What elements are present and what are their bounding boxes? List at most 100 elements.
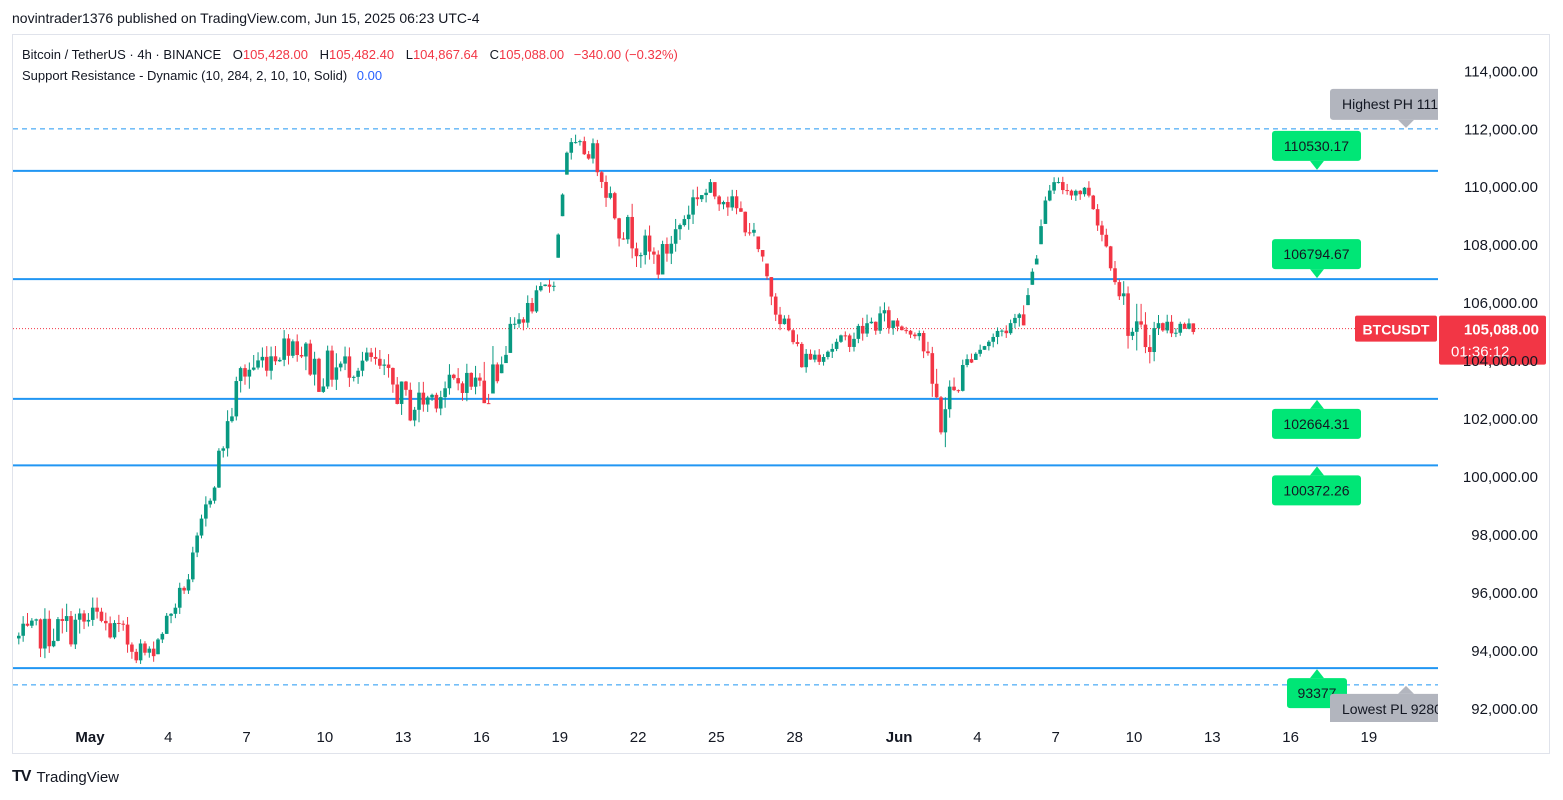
candle-body — [647, 235, 652, 252]
candle-body — [995, 330, 1000, 337]
x-tick-label: 19 — [551, 729, 568, 746]
level-label-text: 93377 — [1298, 685, 1337, 701]
candle-body — [630, 216, 634, 249]
candle-body — [673, 229, 678, 244]
candle-body — [1113, 268, 1117, 283]
candle-body — [1134, 321, 1139, 332]
extreme-label-text: Lowest PL 92800 — [1342, 701, 1450, 717]
candle-body — [134, 651, 139, 661]
candle-body — [330, 350, 334, 380]
chart-legend: Bitcoin / TetherUS · 4h · BINANCE O105,4… — [22, 44, 678, 86]
candle-body — [530, 302, 534, 312]
candle-body — [173, 607, 178, 614]
candle-body — [460, 383, 465, 393]
candle-body — [1052, 182, 1056, 191]
candle-body — [947, 386, 952, 410]
candle-body — [704, 192, 708, 196]
symbol-description[interactable]: Bitcoin / TetherUS · 4h · BINANCE — [22, 47, 222, 62]
candle-body — [204, 504, 208, 519]
chart-frame — [12, 34, 1550, 754]
candle-body — [808, 353, 813, 360]
candle-body — [656, 254, 661, 275]
candle-body — [304, 343, 308, 357]
candle-body — [404, 381, 408, 390]
candle-body — [1161, 323, 1165, 331]
x-tick-label: 25 — [708, 729, 725, 746]
candle-body — [717, 196, 721, 205]
candle-body — [90, 607, 95, 620]
x-tick-label: 4 — [973, 729, 981, 746]
candle-body — [347, 356, 352, 378]
candle-body — [617, 218, 621, 239]
candle-body — [77, 613, 82, 620]
y-tick-label: 102,000.00 — [1463, 411, 1538, 428]
candle-body — [438, 397, 443, 409]
candle-body — [1165, 321, 1169, 331]
candle-body — [917, 333, 922, 337]
candle-body — [1004, 330, 1009, 334]
candle-body — [813, 354, 817, 360]
candle-body — [278, 359, 282, 362]
candle-body — [486, 403, 491, 405]
candle-body — [473, 377, 478, 387]
candle-body — [452, 374, 456, 379]
x-tick-label: 7 — [242, 729, 250, 746]
candle-body — [634, 248, 639, 257]
candle-body — [878, 313, 882, 331]
candle-body — [900, 326, 904, 331]
publisher-line: novintrader1376 published on TradingView… — [12, 10, 480, 26]
candle-body — [234, 381, 239, 417]
candle-body — [1121, 293, 1126, 297]
extreme-label-text: Highest PH 111980 — [1342, 96, 1462, 112]
candle-body — [960, 365, 965, 391]
candle-body — [691, 197, 695, 215]
candle-body — [243, 368, 247, 377]
candle-body — [443, 388, 447, 398]
candle-body — [865, 323, 869, 334]
candle-body — [1021, 314, 1026, 326]
candle-body — [926, 351, 930, 354]
candle-body — [1143, 324, 1148, 348]
candle-body — [760, 250, 765, 257]
candles-layer — [17, 134, 1196, 664]
level-label-text: 106794.67 — [1283, 246, 1349, 262]
candle-body — [1091, 195, 1096, 210]
candle-body — [773, 296, 778, 315]
level-label-text: 110530.17 — [1284, 138, 1349, 154]
indicator-name[interactable]: Support Resistance - Dynamic (10, 284, 2… — [22, 68, 348, 83]
candle-body — [682, 219, 687, 226]
candle-body — [891, 320, 895, 328]
candle-body — [365, 352, 369, 361]
candle-body — [382, 364, 386, 366]
candle-body — [1069, 190, 1074, 196]
candle-body — [1130, 331, 1135, 336]
candle-body — [1148, 347, 1152, 353]
candle-body — [1000, 330, 1004, 332]
low-value: 104,867.64 — [412, 47, 479, 62]
candle-body — [626, 216, 630, 240]
y-tick-label: 108,000.00 — [1463, 237, 1538, 254]
candle-body — [95, 607, 99, 612]
candle-body — [582, 141, 587, 155]
candle-body — [573, 142, 578, 144]
candle-body — [1191, 323, 1196, 332]
extreme-label-pointer — [1398, 685, 1414, 694]
candle-body — [73, 619, 78, 645]
candle-body — [586, 154, 591, 159]
candle-body — [817, 354, 821, 362]
candle-body — [1126, 293, 1130, 336]
indicator-value: 0.00 — [356, 68, 383, 83]
candle-body — [1008, 323, 1013, 334]
candle-body — [965, 359, 969, 366]
footer-brand[interactable]: TV TradingView — [12, 768, 119, 786]
candle-body — [939, 397, 943, 433]
candle-body — [921, 333, 926, 352]
candle-body — [569, 142, 574, 153]
candle-body — [1104, 234, 1109, 247]
candle-body — [839, 335, 843, 342]
candle-body — [556, 234, 560, 258]
candle-body — [169, 613, 173, 616]
candle-body — [652, 251, 656, 255]
extreme-label-pointer — [1398, 119, 1414, 128]
